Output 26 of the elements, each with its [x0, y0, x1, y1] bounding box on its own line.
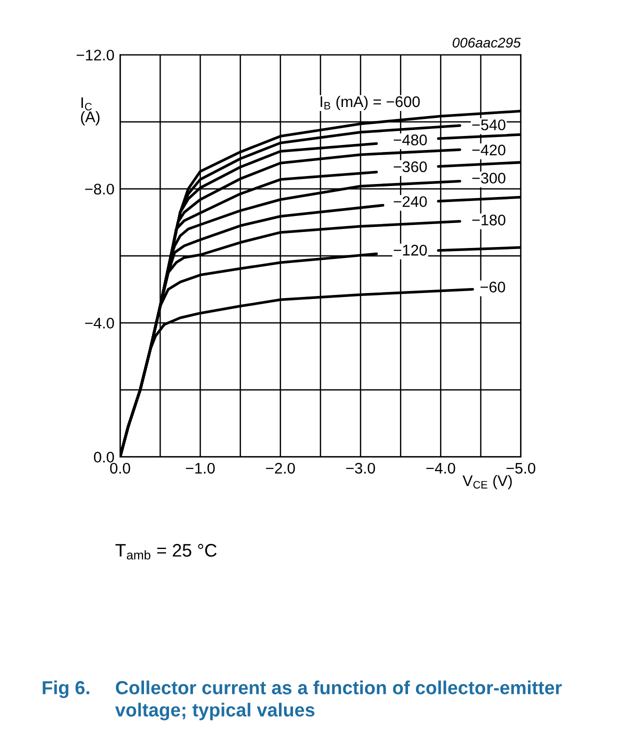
text: Collector current as a function of collector-emitter voltage; typical values [115, 680, 562, 720]
y-tick-label: −12.0 [76, 50, 114, 61]
y-tick-label: 0.0 [94, 452, 114, 463]
annotation: −360 [394, 161, 427, 172]
y-tick-label: −8.0 [85, 184, 114, 195]
x-tick-label: 0.0 [110, 462, 130, 474]
text: T$_{amb}$ = 25 °C [116, 544, 217, 560]
annotation: −540 [472, 119, 506, 130]
text: Fig 6. [42, 680, 90, 698]
x-tick-label: −3.0 [346, 462, 376, 474]
x-tick-label: −1.0 [186, 462, 215, 474]
annotation: −480 [394, 134, 427, 146]
x-tick-label: −2.0 [266, 462, 295, 474]
text: 006aac295 [452, 38, 521, 48]
annotation: I$_{B}$ (mA) = −600 [320, 96, 420, 110]
annotation: −60 [480, 282, 506, 292]
y-tick-label: −4.0 [85, 318, 114, 329]
x-axis-title: V$_{CE}$ (V) [462, 474, 512, 490]
annotation: −120 [394, 244, 427, 256]
x-tick-label: −5.0 [506, 462, 536, 474]
annotation: −240 [394, 196, 427, 208]
x-tick-label: −4.0 [426, 462, 456, 474]
annotation: −420 [472, 144, 506, 156]
annotation: −180 [472, 214, 506, 226]
y-axis-title: I$_{C}$ (A) [81, 97, 100, 126]
annotation: −300 [472, 172, 506, 184]
